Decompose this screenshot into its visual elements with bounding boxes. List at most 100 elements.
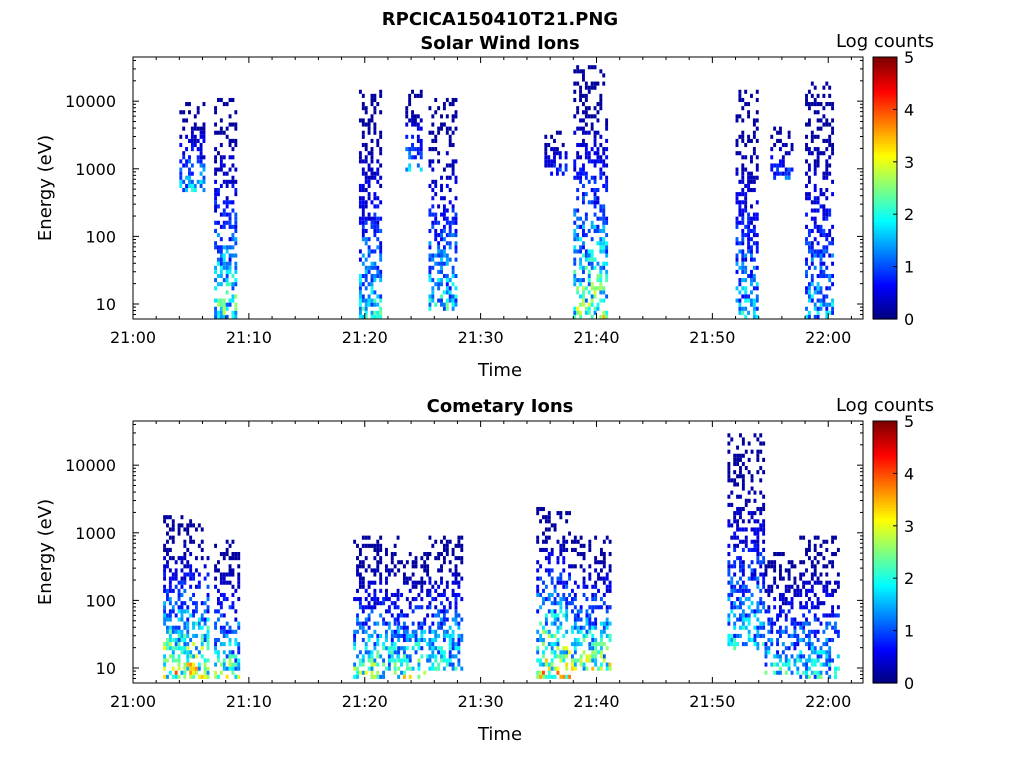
heatmap-cell [189,613,193,618]
heatmap-cell [405,580,409,585]
heatmap-cell [764,564,768,569]
heatmap-cell [590,81,594,86]
heatmap-cell [364,314,368,319]
heatmap-cell [825,658,829,663]
heatmap-cell [550,674,554,679]
heatmap-cell [582,77,585,82]
heatmap-cell [393,646,397,651]
heatmap-cell [787,662,791,667]
heatmap-cell [358,572,362,577]
heatmap-cell [393,666,397,671]
heatmap-cell [807,666,811,671]
heatmap-cell [790,147,794,152]
heatmap-cell [222,208,226,213]
heatmap-cell [364,670,368,675]
heatmap-cell [189,519,193,524]
heatmap-cell [747,629,751,634]
heatmap-cell [781,629,785,634]
heatmap-cell [358,605,362,610]
heatmap-cell [588,613,592,618]
heatmap-cell [417,605,421,610]
heatmap-cell [730,584,734,589]
heatmap-cell [584,97,588,103]
heatmap-cell [231,666,235,671]
heatmap-cell [189,674,193,679]
heatmap-cell [605,122,609,127]
heatmap-cell [747,212,751,217]
heatmap-cell [576,625,580,630]
heatmap-cell [437,646,441,651]
heatmap-cell [454,257,458,262]
heatmap-cell [582,233,585,238]
heatmap-cell [419,155,423,160]
heatmap-cell [836,547,840,552]
heatmap-cell [573,666,577,671]
heatmap-cell [559,674,563,679]
heatmap-cell [738,179,742,184]
heatmap-cell [784,588,788,593]
heatmap-cell [739,527,742,532]
heatmap-cell [573,314,577,319]
heatmap-cell [828,580,832,585]
heatmap-cell [807,310,811,315]
heatmap-cell [738,220,742,225]
heatmap-cell [445,163,449,168]
heatmap-cell [773,163,777,168]
heatmap-cell [451,142,455,148]
heatmap-cell [762,547,766,552]
heatmap-cell [222,220,226,225]
heatmap-cell [816,253,820,258]
heatmap-cell [206,674,210,679]
heatmap-cell [440,568,443,573]
heatmap-cell [831,106,835,111]
heatmap-cell [192,613,195,618]
heatmap-cell [733,547,737,552]
heatmap-cell [593,294,597,299]
heatmap-cell [180,601,184,606]
heatmap-cell [402,576,406,581]
heatmap-cell [445,220,449,225]
heatmap-cell [361,273,365,279]
heatmap-cell [834,552,837,557]
heatmap-cell [579,179,583,184]
colorbar-segment [873,507,897,511]
heatmap-cell [428,637,432,643]
heatmap-cell [397,646,401,651]
colorbar-segment [873,211,897,215]
heatmap-cell [750,155,753,160]
heatmap-cell [582,192,585,197]
heatmap-cell [753,609,757,614]
heatmap-cell [234,302,238,307]
heatmap-cell [454,613,458,618]
heatmap-cell [434,212,438,217]
heatmap-cell [196,106,200,111]
heatmap-cell [428,592,432,598]
heatmap-cell [744,142,748,148]
heatmap-cell [752,134,756,139]
heatmap-cell [411,89,414,94]
heatmap-cell [214,155,218,160]
heatmap-cell [752,122,756,127]
heatmap-cell [194,584,198,589]
heatmap-cell [594,584,598,589]
heatmap-cell [379,588,383,593]
heatmap-cell [776,138,779,143]
heatmap-cell [426,658,430,663]
heatmap-cell [593,163,597,168]
heatmap-cell [752,314,756,319]
heatmap-cell [445,126,449,131]
heatmap-cell [234,642,238,647]
heatmap-cell [825,625,829,630]
heatmap-cell [177,646,181,651]
heatmap-cell [787,175,791,180]
colorbar-segment [873,57,897,61]
heatmap-cell [203,666,207,671]
heatmap-cell [608,621,612,626]
heatmap-cell [177,642,181,647]
heatmap-cell [417,662,421,667]
heatmap-cell [805,580,808,585]
heatmap-cell [778,163,782,168]
heatmap-cell [807,122,811,127]
heatmap-cell [445,241,449,246]
